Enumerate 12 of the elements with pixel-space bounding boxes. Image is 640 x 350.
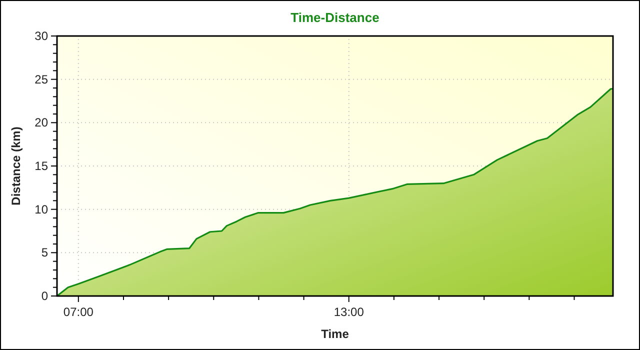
y-tick-label: 20 xyxy=(34,116,48,130)
y-tick-label: 0 xyxy=(41,289,48,303)
x-tick-label: 13:00 xyxy=(334,305,364,319)
y-tick-label: 10 xyxy=(34,202,48,216)
y-tick-label: 30 xyxy=(34,29,48,43)
x-axis-title: Time xyxy=(321,327,350,341)
x-tick-label: 07:00 xyxy=(63,305,94,319)
y-tick-label: 25 xyxy=(34,72,48,86)
y-tick-label: 5 xyxy=(41,246,48,260)
chart-title: Time-Distance xyxy=(290,10,380,25)
y-tick-label: 15 xyxy=(34,159,48,173)
y-axis-title: Distance (km) xyxy=(9,126,23,206)
